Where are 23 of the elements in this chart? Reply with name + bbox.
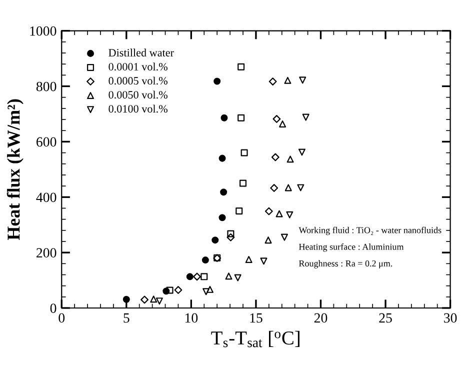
legend-label: 0.0050 vol.%: [108, 90, 168, 99]
legend-label: 0.0100 vol.%: [108, 104, 168, 113]
legend-label: 0.0005 vol.%: [108, 76, 168, 85]
y-tick-label: 1000: [30, 26, 56, 36]
annotation: Roughness : Ra = 0.2 μm.: [298, 260, 392, 268]
x-tick-label: 20: [314, 313, 328, 323]
x-tick-label: 0: [58, 313, 65, 323]
annotation: Working fluid : TiO₂ - water nanofluids: [298, 226, 442, 236]
y-tick-label: 800: [36, 82, 56, 92]
y-tick-label: 600: [36, 137, 56, 147]
legend-label: 0.0001 vol.%: [108, 62, 168, 71]
x-tick-label: 30: [444, 313, 457, 323]
x-tick-label: 10: [185, 313, 198, 323]
x-tick-label: 25: [379, 313, 392, 323]
y-tick-label: 400: [36, 192, 56, 202]
annotation: Heating surface : Aluminium: [298, 243, 404, 252]
x-tick-label: 5: [124, 313, 130, 323]
legend-label: Distilled water: [108, 48, 174, 56]
y-tick-label: 200: [36, 248, 56, 258]
y-tick-label: 0: [50, 304, 56, 313]
y-axis-title: Heat flux (kW/m²): [6, 99, 24, 240]
x-axis-title: T$_{s}$-T$_{sat}$ [$^{o}$C]: [211, 330, 300, 348]
x-tick-label: 15: [250, 313, 262, 323]
